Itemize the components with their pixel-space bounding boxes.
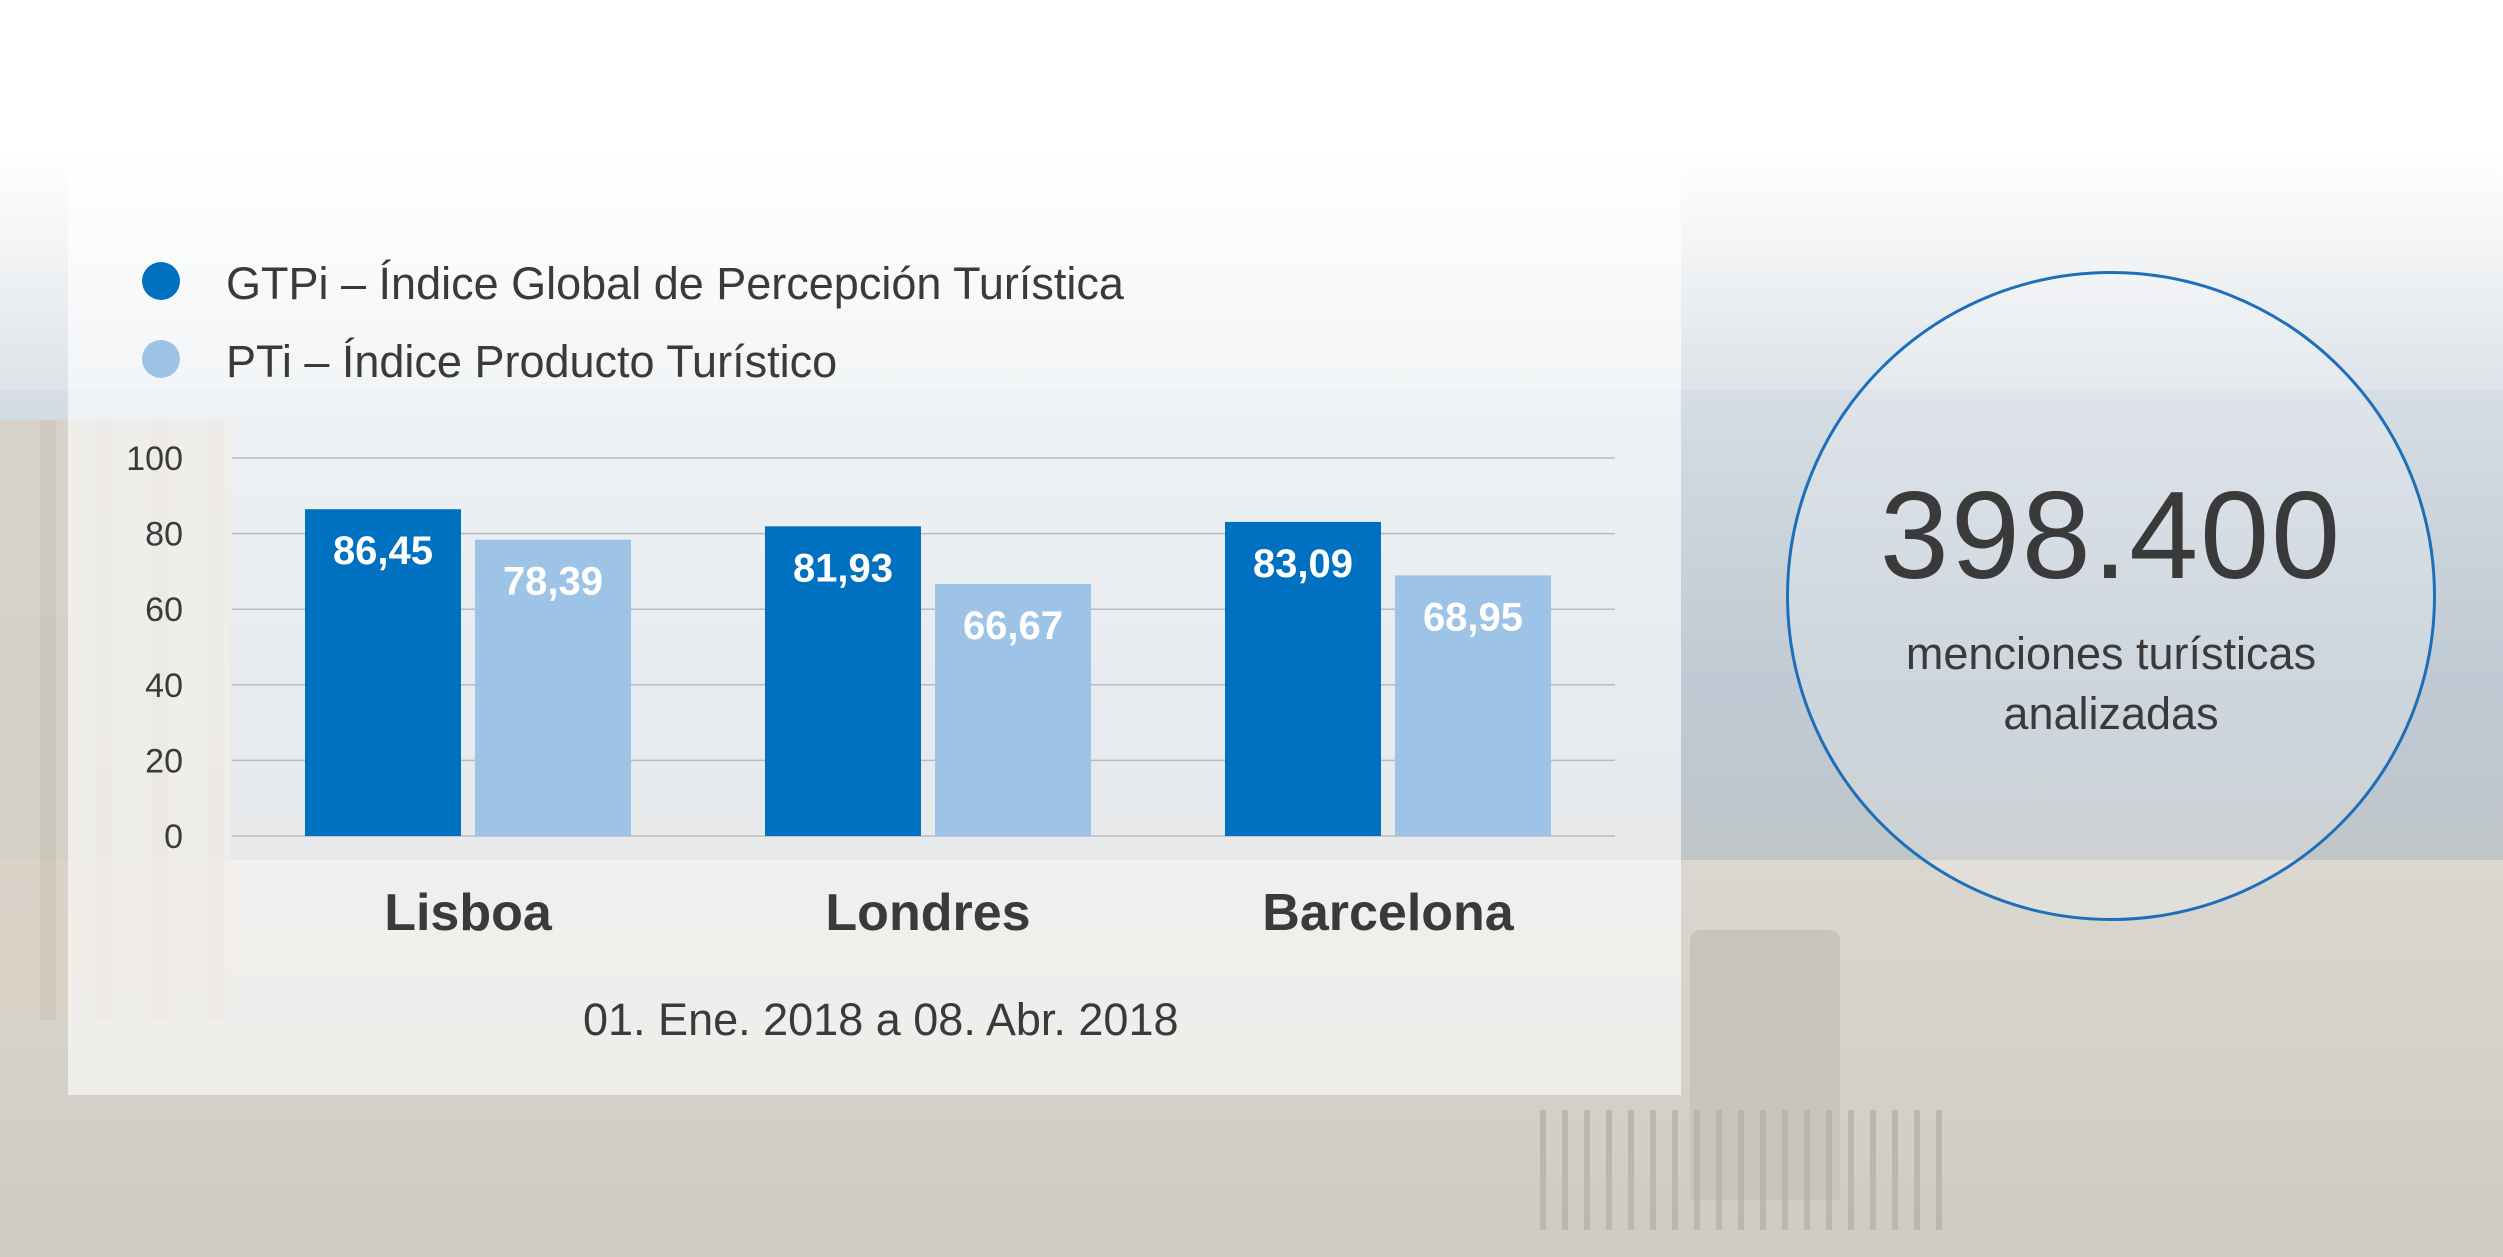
bar-value-label: 81,93 <box>793 546 893 590</box>
y-tick-label: 100 <box>126 440 183 478</box>
bar-value-label: 66,67 <box>963 604 1063 648</box>
y-tick-label: 60 <box>145 591 183 629</box>
mentions-caption: menciones turísticas analizadas <box>1789 624 2433 744</box>
legend-label-pti: PTi – Índice Producto Turístico <box>226 336 838 387</box>
y-tick-label: 0 <box>164 818 183 856</box>
bar-value-label: 78,39 <box>503 560 603 604</box>
bar-lisboa-pti <box>475 539 631 836</box>
legend-label-gtpi: GTPi – Índice Global de Percepción Turís… <box>226 258 1124 309</box>
y-tick-label: 80 <box>145 516 183 554</box>
bar-lisboa-gtpi <box>305 509 461 836</box>
mentions-count: 398.400 <box>1879 467 2343 605</box>
bar-value-label: 86,45 <box>333 529 433 573</box>
statue-railing <box>1540 1110 1950 1230</box>
mentions-caption-line1: menciones turísticas <box>1905 628 2317 679</box>
x-category-label: Barcelona <box>1262 884 1515 942</box>
bar-londres-gtpi <box>765 526 921 836</box>
x-category-label: Londres <box>825 884 1030 942</box>
bar-value-label: 83,09 <box>1253 542 1353 586</box>
bar-barcelona-pti <box>1395 575 1551 836</box>
legend-swatch-gtpi <box>142 262 180 300</box>
mentions-circle: 398.400 menciones turísticas analizadas <box>1786 271 2436 921</box>
date-range-label: 01. Ene. 2018 a 08. Abr. 2018 <box>583 994 1179 1045</box>
y-tick-label: 20 <box>145 742 183 780</box>
y-tick-label: 40 <box>145 667 183 705</box>
bar-barcelona-gtpi <box>1225 521 1381 836</box>
x-category-label: Lisboa <box>384 884 553 942</box>
bar-value-label: 68,95 <box>1423 595 1523 639</box>
mentions-caption-line2: analizadas <box>2003 688 2219 739</box>
legend-swatch-pti <box>142 340 180 378</box>
bar-londres-pti <box>935 583 1091 836</box>
